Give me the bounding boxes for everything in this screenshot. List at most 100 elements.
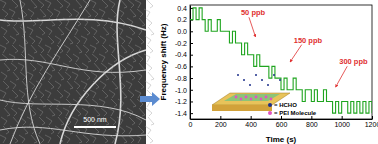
net-strand [19,0,25,8]
net-strand [0,0,6,8]
annotations: 50 ppb150 ppb300 ppb [241,8,368,87]
net-strand [63,63,69,71]
net-strand [4,108,10,116]
net-strand [57,0,63,8]
net-strand [39,27,45,35]
net-strand [29,126,35,134]
y-tick-mark [190,78,193,79]
net-strand [39,72,45,80]
plot: 0200400600800100012000.40.20.0-0.2-0.4-0… [175,5,378,128]
net-strand [129,72,135,80]
net-strand [109,0,115,8]
x-tick-label: 1200 [365,121,378,128]
net-strand [65,117,71,125]
net-strand [147,0,153,8]
net-strand [73,99,79,107]
net-strand [91,72,97,80]
net-strand [146,108,152,116]
net-strand [127,18,133,26]
net-strand [100,36,106,44]
net-strand [82,18,88,26]
net-strand [36,81,42,89]
net-strand [9,99,15,107]
net-strand [67,126,73,134]
net-strand [109,135,115,143]
net-strand [108,63,114,71]
legend-symbol [268,103,272,107]
net-strand [85,99,91,107]
net-strand [90,0,96,8]
net-strand [28,99,34,107]
net-strand [63,108,69,116]
net-strand [21,54,27,62]
net-strand [67,81,73,89]
net-strand [103,72,109,80]
net-strand [29,81,35,89]
x-tick: 600 [276,116,288,128]
net-strand [21,99,27,107]
scale-bar [74,126,116,128]
net-strand [45,0,51,8]
net-strand [22,36,28,44]
net-strand [111,99,117,107]
net-strand [92,54,98,62]
net-strand [146,18,152,26]
y-tick: -0.2 [175,40,193,47]
net-strand [22,126,28,134]
net-strand [75,18,81,26]
net-strand [103,27,109,35]
net-strand [94,63,100,71]
net-strand [83,45,89,53]
y-tick-mark [190,66,193,67]
x-tick: 400 [245,116,257,128]
net-strand [27,72,33,80]
x-axis: 020040060080010001200 [189,116,378,128]
net-strand [102,90,108,98]
net-strand [118,9,124,17]
net-strand [37,18,43,26]
net-strand [36,126,42,134]
net-strand [135,0,141,8]
net-strand [119,36,125,44]
net-strand [135,45,141,53]
net-strand [28,54,34,62]
net-strand [127,63,133,71]
net-strand [4,63,10,71]
y-tick: 0.4 [177,5,193,12]
net-strand [12,90,18,98]
net-strand [76,0,82,8]
sem-fibers [0,0,146,144]
net-strand [136,27,142,35]
net-strand [108,18,114,26]
net-strand [109,45,115,53]
net-strand [148,72,154,80]
annotation: 300 ppb [339,57,368,66]
electrode-side [212,105,272,111]
net-strand [40,99,46,107]
fiber [0,100,146,120]
net-strand [10,36,16,44]
net-strand [58,72,64,80]
net-strand [94,18,100,26]
net-strand [38,90,44,98]
net-strand [64,90,70,98]
net-strand [121,45,127,53]
fiber [60,50,146,144]
net-strand [37,108,43,116]
net-strand [10,126,16,134]
net-strand [130,9,136,17]
net-strand [46,117,52,125]
x-tick-mark [372,116,373,119]
x-tick-label: 1000 [334,121,350,128]
net-strand [29,36,35,44]
y-tick: -1.0 [175,87,193,94]
net-strand [102,45,108,53]
hcho-molecule [249,84,251,86]
net-strand [145,36,151,44]
pei-molecule [235,96,238,99]
y-axis: 0.40.20.0-0.2-0.4-0.6-0.8-1.0-1.2-1.4 [175,5,193,120]
net-strand [21,9,27,17]
net-strand [119,126,125,134]
net-strand [28,9,34,17]
net-strand [138,81,144,89]
